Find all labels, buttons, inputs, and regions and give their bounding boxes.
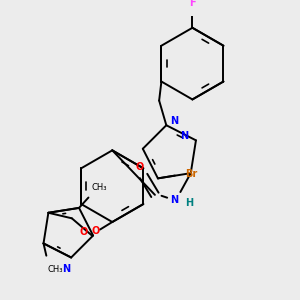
- Text: N: N: [170, 116, 178, 127]
- Text: N: N: [181, 130, 189, 141]
- Text: Br: Br: [185, 169, 197, 179]
- Text: O: O: [91, 226, 99, 236]
- Text: O: O: [80, 227, 88, 237]
- Text: CH₃: CH₃: [47, 265, 63, 274]
- Text: F: F: [189, 0, 196, 8]
- Text: O: O: [136, 162, 144, 172]
- Text: H: H: [185, 198, 193, 208]
- Text: N: N: [62, 264, 70, 274]
- Text: N: N: [170, 195, 178, 205]
- Text: CH₃: CH₃: [91, 183, 106, 192]
